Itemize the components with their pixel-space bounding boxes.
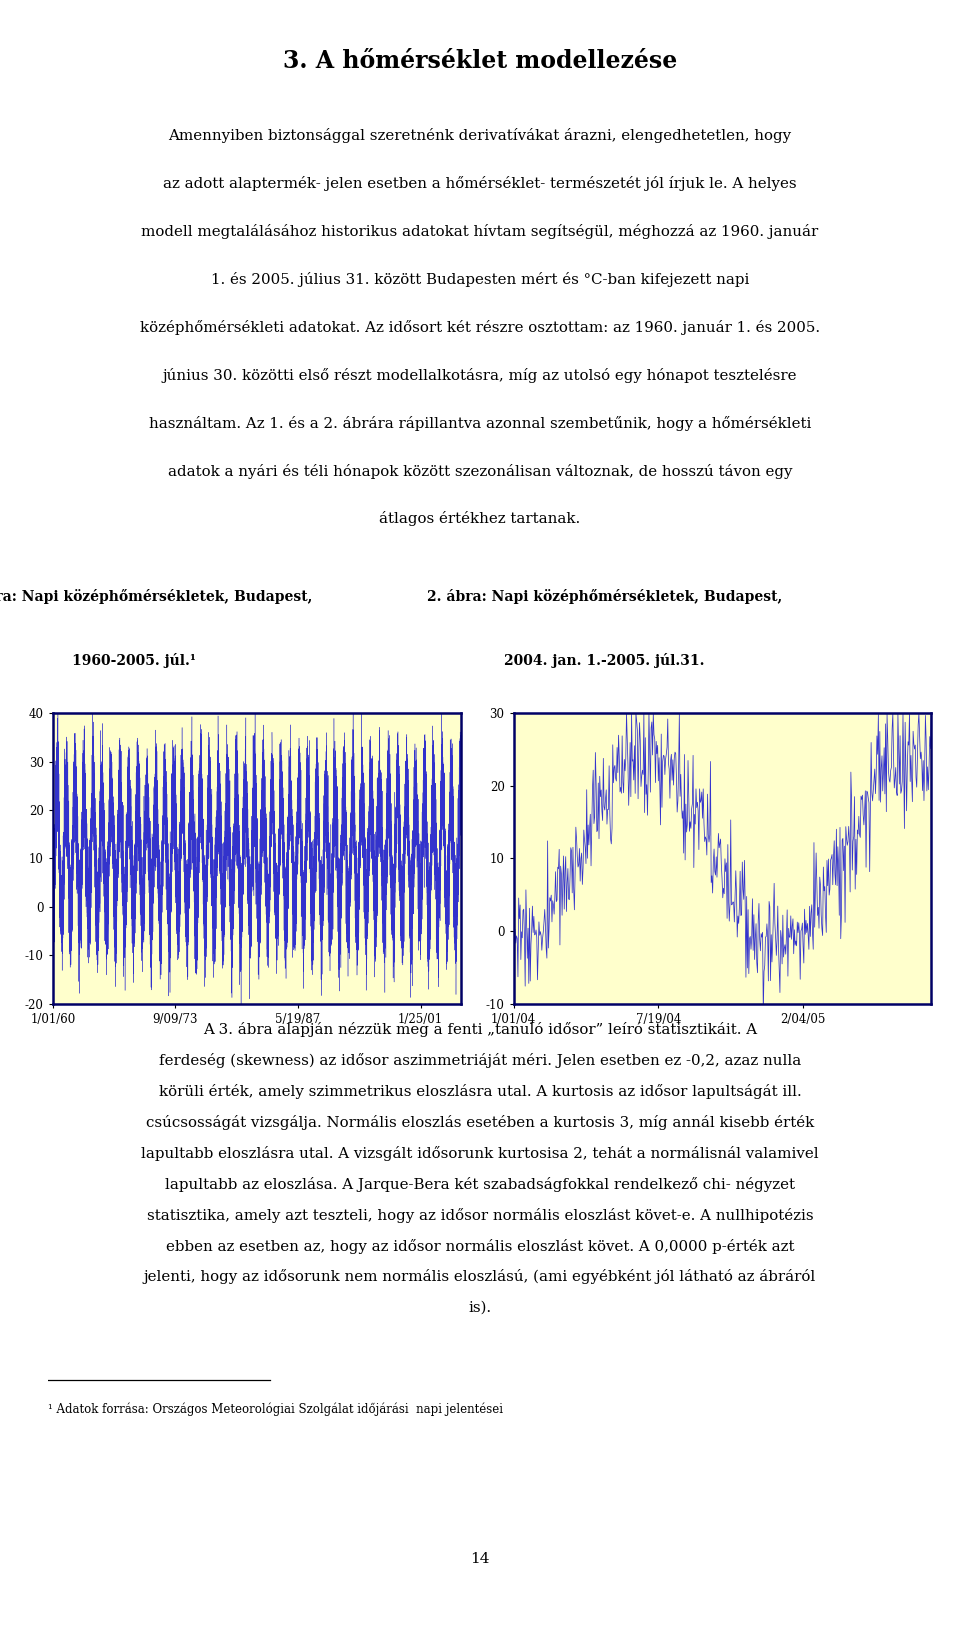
Text: modell megtalálásához historikus adatokat hívtam segítségül, méghozzá az 1960. j: modell megtalálásához historikus adatoka… (141, 224, 819, 238)
Text: A 3. ábra alapján nézzük meg a fenti „tanuló idősor” leíró statisztikáit. A: A 3. ábra alapján nézzük meg a fenti „ta… (203, 1022, 757, 1038)
Text: használtam. Az 1. és a 2. ábrára rápillantva azonnal szembetűnik, hogy a hőmérsé: használtam. Az 1. és a 2. ábrára rápilla… (149, 416, 811, 431)
Text: 3. A hőmérséklet modellezése: 3. A hőmérséklet modellezése (283, 49, 677, 73)
Text: lapultabb az eloszlása. A Jarque-Bera két szabadságfokkal rendelkező chi- négyze: lapultabb az eloszlása. A Jarque-Bera ké… (165, 1177, 795, 1191)
Text: június 30. közötti első részt modellalkotásra, míg az utolsó egy hónapot tesztel: június 30. közötti első részt modellalko… (163, 367, 797, 384)
Text: 2004. jan. 1.-2005. júl.31.: 2004. jan. 1.-2005. júl.31. (504, 653, 705, 667)
Text: 1. és 2005. július 31. között Budapesten mért és °C-ban kifejezett napi: 1. és 2005. július 31. között Budapesten… (211, 273, 749, 287)
Text: is).: is). (468, 1301, 492, 1314)
Text: középhőmérsékleti adatokat. Az idősort két részre osztottam: az 1960. január 1. : középhőmérsékleti adatokat. Az idősort k… (140, 320, 820, 335)
Text: átlagos értékhez tartanak.: átlagos értékhez tartanak. (379, 511, 581, 527)
Text: csúcsosságát vizsgálja. Normális eloszlás esetében a kurtosis 3, míg annál kiseb: csúcsosságát vizsgálja. Normális eloszlá… (146, 1115, 814, 1129)
Text: 14: 14 (470, 1552, 490, 1565)
Text: 1. ábra: Napi középhőmérsékletek, Budapest,: 1. ábra: Napi középhőmérsékletek, Budape… (0, 589, 312, 604)
Text: ebben az esetben az, hogy az idősor normális eloszlást követ. A 0,0000 p-érték a: ebben az esetben az, hogy az idősor norm… (166, 1239, 794, 1253)
Text: Amennyiben biztonsággal szeretnénk derivatívákat árazni, elengedhetetlen, hogy: Amennyiben biztonsággal szeretnénk deriv… (168, 129, 792, 144)
Text: statisztika, amely azt teszteli, hogy az idősor normális eloszlást követ-e. A nu: statisztika, amely azt teszteli, hogy az… (147, 1208, 813, 1222)
Text: 1960-2005. júl.¹: 1960-2005. júl.¹ (72, 653, 197, 667)
Text: az adott alaptermék- jelen esetben a hőmérséklet- természetét jól írjuk le. A he: az adott alaptermék- jelen esetben a hőm… (163, 176, 797, 191)
Text: ¹ Adatok forrása: Országos Meteorológiai Szolgálat időjárási  napi jelentései: ¹ Adatok forrása: Országos Meteorológiai… (48, 1404, 503, 1417)
Text: körüli érték, amely szimmetrikus eloszlásra utal. A kurtosis az idősor lapultság: körüli érték, amely szimmetrikus eloszlá… (158, 1084, 802, 1098)
Text: 2. ábra: Napi középhőmérsékletek, Budapest,: 2. ábra: Napi középhőmérsékletek, Budape… (427, 589, 782, 604)
Text: adatok a nyári és téli hónapok között szezonálisan változnak, de hosszú távon eg: adatok a nyári és téli hónapok között sz… (168, 463, 792, 478)
Text: ferdeség (skewness) az idősor aszimmetriáját méri. Jelen esetben ez -0,2, azaz n: ferdeség (skewness) az idősor aszimmetri… (158, 1053, 802, 1069)
Text: jelenti, hogy az idősorunk nem normális eloszlású, (ami egyébként jól látható az: jelenti, hogy az idősorunk nem normális … (144, 1270, 816, 1284)
Text: lapultabb eloszlásra utal. A vizsgált idősorunk kurtosisa 2, tehát a normálisnál: lapultabb eloszlásra utal. A vizsgált id… (141, 1146, 819, 1160)
